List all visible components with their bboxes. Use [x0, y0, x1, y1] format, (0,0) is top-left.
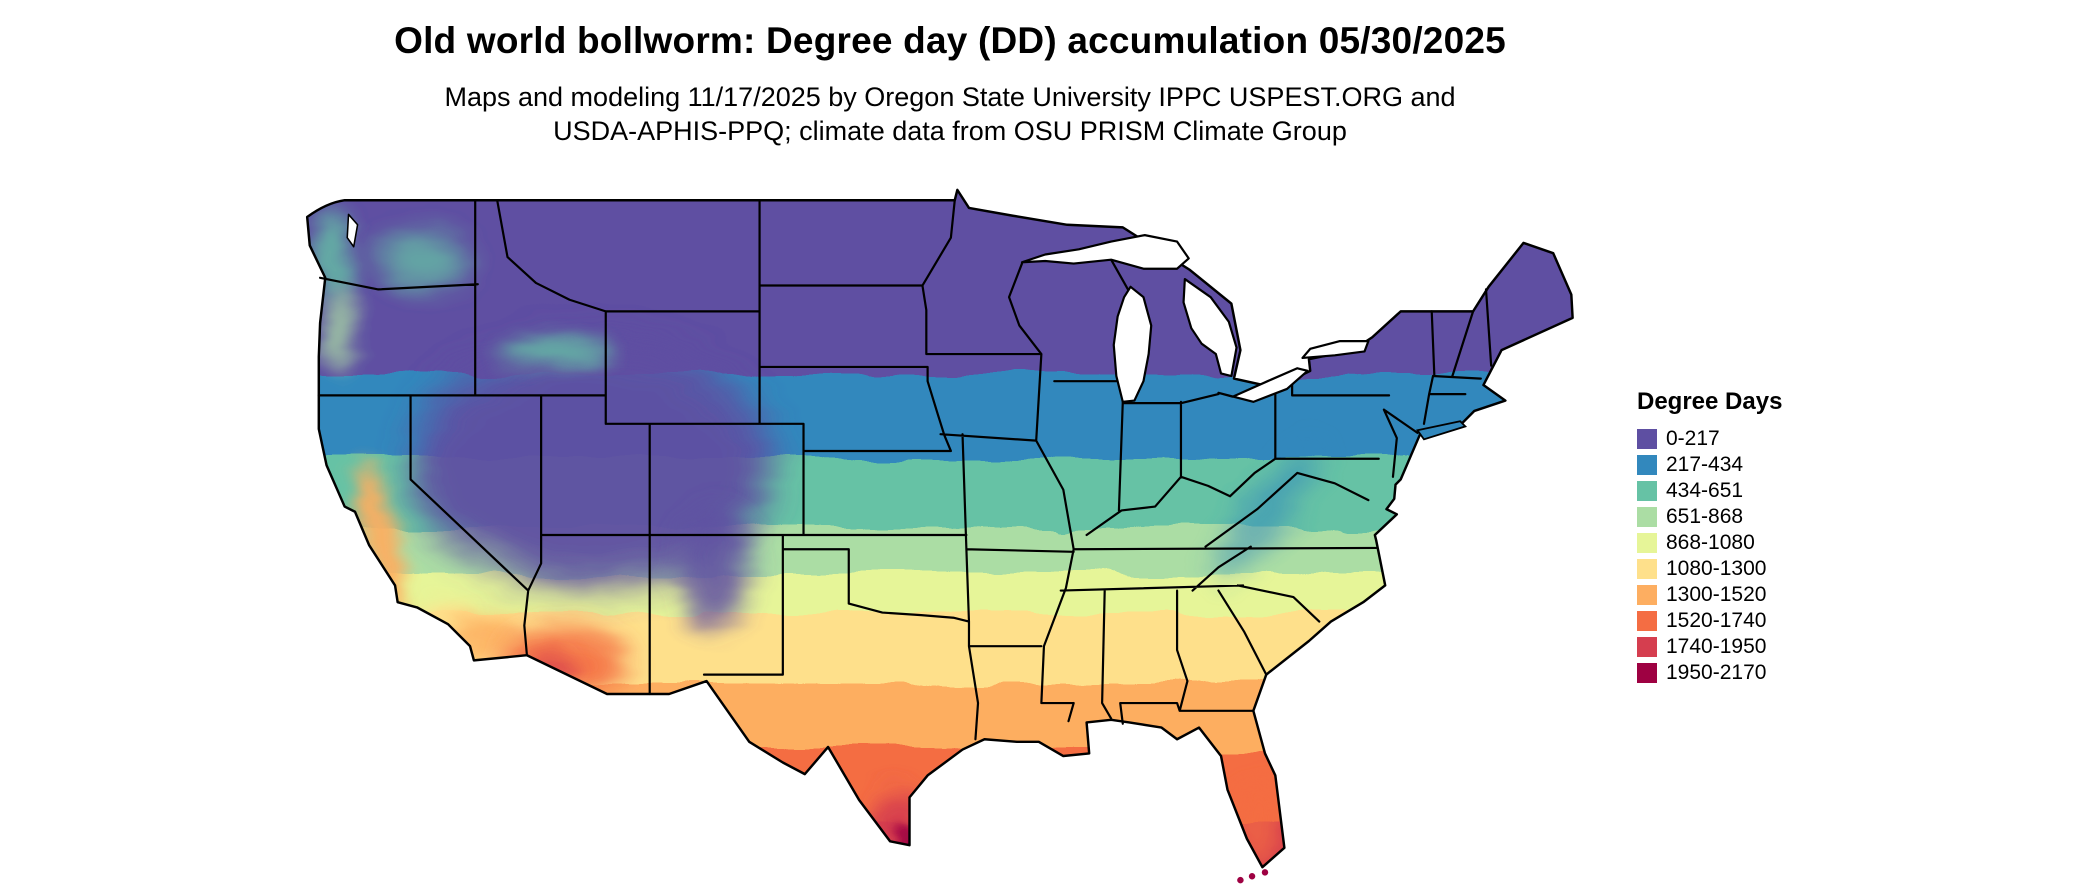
- us-map-svg: [305, 188, 1574, 884]
- subtitle-line-1: Maps and modeling 11/17/2025 by Oregon S…: [444, 82, 1456, 112]
- florida-keys: [1237, 869, 1269, 884]
- legend-row: 1740-1950: [1637, 634, 1782, 660]
- legend-swatch: [1637, 507, 1657, 527]
- legend-label: 217-434: [1666, 453, 1744, 476]
- legend-label: 1080-1300: [1666, 557, 1767, 580]
- legend-label: 868-1080: [1666, 531, 1755, 554]
- legend-swatch: [1637, 585, 1657, 605]
- subtitle-line-2: USDA-APHIS-PPQ; climate data from OSU PR…: [553, 116, 1347, 146]
- legend-label: 0-217: [1666, 427, 1720, 450]
- legend-label: 651-868: [1666, 505, 1744, 528]
- legend-row: 0-217: [1637, 426, 1782, 452]
- legend-swatch: [1637, 429, 1657, 449]
- legend-row: 1080-1300: [1637, 556, 1782, 582]
- map-subtitle: Maps and modeling 11/17/2025 by Oregon S…: [0, 80, 1900, 148]
- lake-ontario: [1301, 340, 1370, 360]
- legend-label: 1950-2170: [1666, 661, 1767, 684]
- long-island: [1415, 420, 1468, 441]
- us-degree-day-map: [300, 186, 1594, 884]
- legend-swatch: [1637, 663, 1657, 683]
- legend-swatch: [1637, 455, 1657, 475]
- legend: Degree Days 0-217 217-434 434-651 651-86…: [1637, 388, 1782, 686]
- puget-sound: [346, 213, 359, 248]
- legend-label: 434-651: [1666, 479, 1744, 502]
- lake-michigan: [1112, 285, 1153, 403]
- legend-row: 1520-1740: [1637, 608, 1782, 634]
- legend-label: 1300-1520: [1666, 583, 1767, 606]
- legend-row: 1950-2170: [1637, 660, 1782, 686]
- legend-swatch: [1637, 533, 1657, 553]
- legend-row: 1300-1520: [1637, 582, 1782, 608]
- legend-swatch: [1637, 637, 1657, 657]
- legend-row: 868-1080: [1637, 530, 1782, 556]
- legend-swatch: [1637, 481, 1657, 501]
- legend-title: Degree Days: [1637, 388, 1783, 415]
- lake-huron: [1182, 277, 1238, 378]
- legend-row: 651-868: [1637, 504, 1782, 530]
- legend-items: 0-217 217-434 434-651 651-868 868-1080 1…: [1637, 426, 1782, 686]
- great-lakes: [346, 213, 1370, 403]
- map-title: Old world bollworm: Degree day (DD) accu…: [394, 20, 1506, 61]
- legend-label: 1520-1740: [1666, 609, 1767, 632]
- legend-label: 1740-1950: [1666, 635, 1767, 658]
- state-boundaries: [317, 199, 1493, 741]
- legend-swatch: [1637, 611, 1657, 631]
- legend-row: 217-434: [1637, 452, 1782, 478]
- lake-superior: [1020, 234, 1190, 270]
- legend-swatch: [1637, 559, 1657, 579]
- lake-erie: [1217, 367, 1309, 403]
- legend-row: 434-651: [1637, 478, 1782, 504]
